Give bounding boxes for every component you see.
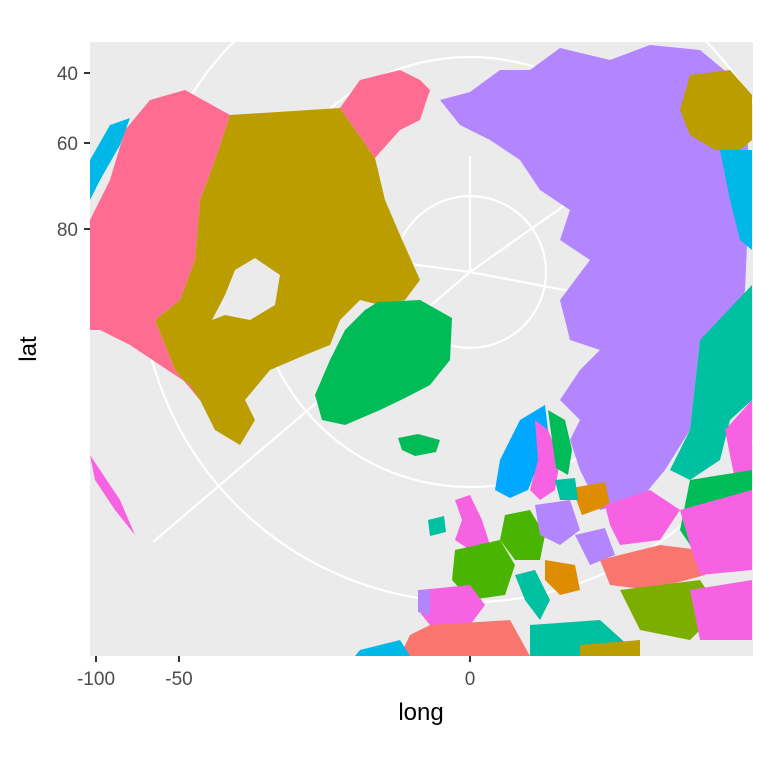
region-canada-islands bbox=[320, 200, 395, 265]
region-usa bbox=[90, 90, 230, 400]
region-portugal bbox=[418, 590, 430, 615]
region-middle-east bbox=[690, 580, 752, 640]
graticule-meridian-b bbox=[469, 197, 576, 273]
y-axis-title: lat bbox=[15, 336, 42, 362]
region-ireland bbox=[428, 516, 446, 536]
region-kazakhstan bbox=[670, 285, 752, 480]
region-europe-d bbox=[555, 478, 578, 500]
region-far-east-b bbox=[720, 150, 752, 250]
region-iceland bbox=[398, 434, 440, 456]
region-finland bbox=[548, 410, 572, 475]
region-algeria bbox=[400, 620, 530, 656]
y-tick-label: 60 bbox=[57, 134, 78, 155]
region-norway bbox=[495, 405, 548, 498]
region-ukraine bbox=[605, 490, 680, 545]
region-europe-b bbox=[535, 500, 580, 545]
region-canada bbox=[155, 108, 420, 445]
region-russia bbox=[440, 45, 750, 510]
region-italy bbox=[515, 570, 550, 620]
y-tick-label: 40 bbox=[57, 64, 78, 85]
region-greenland bbox=[315, 300, 452, 425]
region-egypt bbox=[580, 640, 640, 656]
region-turkey bbox=[600, 545, 705, 590]
region-china bbox=[725, 400, 752, 480]
x-axis: -100 -50 0 long bbox=[77, 656, 475, 726]
x-tick-label: -50 bbox=[165, 669, 192, 690]
region-morocco bbox=[355, 640, 410, 656]
x-axis-title: long bbox=[398, 699, 443, 726]
x-tick-label: 0 bbox=[465, 669, 476, 690]
hudson-bay bbox=[212, 258, 280, 320]
y-tick-label: 80 bbox=[57, 220, 78, 241]
y-axis: 40 60 80 lat bbox=[15, 64, 90, 362]
region-europe-a bbox=[500, 510, 545, 560]
region-caribbean bbox=[90, 118, 130, 200]
region-mexico bbox=[90, 455, 135, 535]
region-balkans bbox=[545, 560, 580, 595]
region-europe-e bbox=[575, 528, 615, 565]
region-central-asia bbox=[680, 490, 752, 575]
region-sweden bbox=[530, 420, 560, 500]
region-france bbox=[452, 540, 515, 600]
region-uk bbox=[455, 495, 490, 550]
region-alaska bbox=[340, 70, 430, 158]
x-tick-label: -100 bbox=[77, 669, 115, 690]
region-spain bbox=[418, 585, 485, 625]
land-regions bbox=[90, 45, 752, 656]
region-far-east-a bbox=[680, 70, 752, 150]
region-europe-c bbox=[572, 482, 610, 515]
